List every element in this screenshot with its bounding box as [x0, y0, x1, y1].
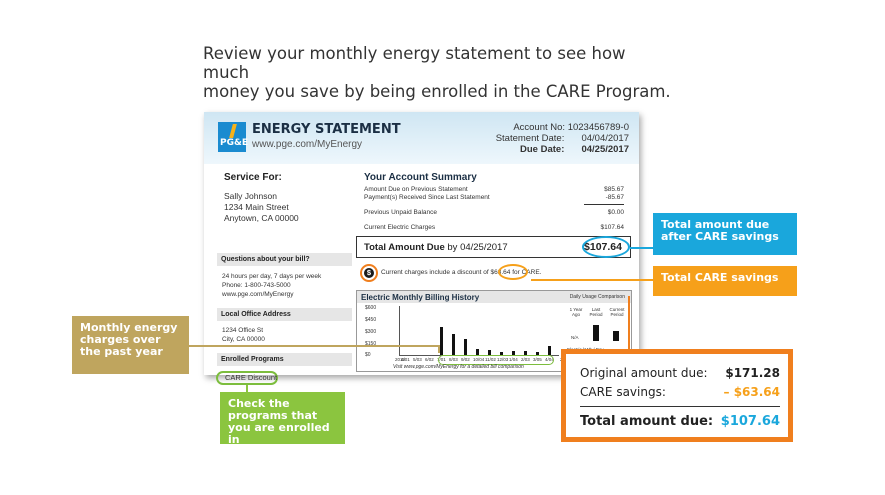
statement-header: PG&E ENERGY STATEMENT www.pge.com/MyEner…: [204, 112, 639, 164]
summary-row: Current Electric Charges $107.64: [364, 224, 624, 231]
dollar-highlight: $: [360, 264, 378, 282]
care-savings-value: – $63.64: [723, 385, 780, 399]
y-tick: $300: [365, 329, 377, 335]
daily-bar-last: [593, 325, 599, 341]
chart-bar: [536, 352, 539, 355]
chart-month-label: 6/02: [425, 357, 434, 362]
chart-month-label: 9/02: [461, 357, 470, 362]
chart-title: Electric Monthly Billing History: [361, 293, 480, 302]
discount-highlight: [498, 264, 528, 280]
account-summary-title: Your Account Summary: [364, 172, 477, 183]
y-tick: $600: [365, 305, 377, 311]
service-for-label: Service For:: [224, 172, 282, 183]
intro-text: Review your monthly energy statement to …: [203, 44, 673, 101]
leader-monthly-charges: [189, 345, 439, 347]
intro-line-1: Review your monthly energy statement to …: [203, 44, 626, 82]
chart-month-label: 12/03: [497, 357, 509, 362]
chart-bar: [548, 346, 551, 355]
total-due-label: Total Amount Due: [364, 242, 445, 253]
chart-month-label: 4/01: [401, 357, 410, 362]
leader-programs: [246, 385, 248, 393]
callout-monthly-charges: Monthly energy charges over the past yea…: [72, 316, 189, 374]
total-amount-value: $107.64: [720, 414, 780, 429]
daily-bar-current: [613, 331, 619, 341]
original-amount-row: Original amount due: $171.28: [580, 366, 780, 380]
calc-divider: [580, 406, 780, 407]
chart-month-label: 3/05: [533, 357, 542, 362]
chart-month-label: 11/02: [485, 357, 496, 362]
summary-row: Payment(s) Received Since Last Statement…: [364, 194, 624, 201]
office-heading: Local Office Address: [217, 308, 352, 321]
leader-total-savings: [531, 279, 653, 281]
total-due-by: by 04/25/2017: [447, 242, 508, 253]
statement-date: 04/04/2017: [581, 133, 629, 144]
intro-line-2: money you save by being enrolled in the …: [203, 82, 671, 101]
summary-row: Previous Unpaid Balance $0.00: [364, 209, 624, 216]
statement-title: ENERGY STATEMENT: [252, 122, 401, 137]
enrolled-program: CARE Discount: [225, 373, 278, 382]
chart-bar: [440, 327, 443, 355]
enrolled-heading: Enrolled Programs: [217, 353, 352, 366]
callout-total-due: Total amount due after CARE savings: [653, 213, 797, 255]
total-amount-row: Total amount due: $107.64: [580, 414, 780, 429]
callout-total-savings: Total CARE savings: [653, 266, 797, 296]
daily-usage-title: Daily Usage Comparison: [569, 294, 625, 300]
total-amount-due-box: Total Amount Due by 04/25/2017 $107.64: [356, 236, 631, 258]
y-tick: $0: [365, 352, 371, 358]
chart-month-label: 5/03: [413, 357, 422, 362]
enrolled-program-highlight: [216, 371, 278, 385]
care-savings-row: CARE savings: – $63.64: [580, 385, 780, 399]
chart-bar: [464, 339, 467, 355]
chart-footer: Visit www.pge.com/MyEnergy for a detaile…: [393, 364, 524, 370]
chart-bar: [488, 350, 491, 355]
chart-bar: [512, 351, 515, 355]
statement-url: www.pge.com/MyEnergy: [252, 139, 363, 150]
account-number: 1023456789-0: [567, 122, 629, 133]
due-date: 04/25/2017: [581, 144, 629, 155]
chart-bar: [500, 352, 503, 355]
leader-total-due: [630, 247, 653, 249]
chart-bar: [476, 349, 479, 355]
chart-bar: [524, 351, 527, 355]
account-info: Account No: 1023456789-0 Statement Date:…: [495, 122, 629, 155]
original-amount-value: $171.28: [725, 366, 780, 380]
chart-month-label: 10/04: [473, 357, 485, 362]
questions-heading: Questions about your bill?: [217, 253, 352, 266]
summary-row: Amount Due on Previous Statement $85.67: [364, 186, 624, 193]
chart-bar: [452, 334, 455, 355]
chart-bars: [399, 306, 559, 356]
chart-month-label: 2/03: [521, 357, 530, 362]
pge-logo: PG&E: [218, 122, 248, 152]
savings-calculation-box: Original amount due: $171.28 CARE saving…: [561, 349, 793, 442]
months-highlight: [438, 355, 554, 365]
total-due-highlight: [582, 236, 630, 258]
questions-info: 24 hours per day, 7 days per week Phone:…: [222, 273, 322, 298]
callout-programs: Check the programs that you are enrolled…: [220, 392, 345, 446]
leader-calc: [628, 296, 630, 349]
chart-month-label: 8/03: [449, 357, 458, 362]
service-address: Sally Johnson 1234 Main Street Anytown, …: [224, 191, 299, 223]
summary-divider: [584, 204, 624, 205]
y-tick: $150: [365, 341, 377, 347]
y-tick: $450: [365, 317, 377, 323]
energy-statement: PG&E ENERGY STATEMENT www.pge.com/MyEner…: [204, 112, 639, 375]
year-label: 2016: [395, 357, 406, 362]
chart-month-label: 1/04: [509, 357, 518, 362]
office-address: 1234 Office St City, CA 00000: [222, 327, 265, 343]
dollar-icon: $: [364, 267, 374, 278]
